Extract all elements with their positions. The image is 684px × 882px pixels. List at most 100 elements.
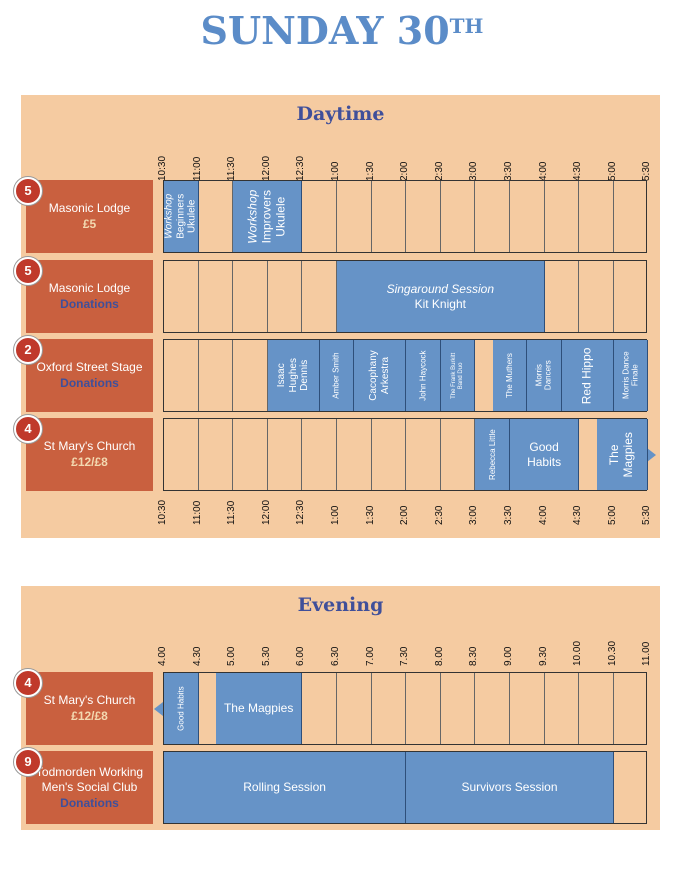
schedule-grid-row: Rebecca Little Good Habits The Magpies — [163, 418, 649, 491]
grid-line — [336, 673, 337, 744]
event-block[interactable]: Workshop Beginners Ukulele — [164, 181, 199, 252]
event-label-line: Morris Dance — [621, 351, 631, 400]
event-label-line: Workshop — [164, 194, 175, 240]
venue-box: St Mary's Church £12/£8 — [26, 672, 153, 745]
event-label: Singaround Session Kit Knight — [387, 282, 494, 311]
daytime-time-label: 5:30 — [641, 505, 653, 525]
evening-time-label: 9.00 — [503, 646, 514, 666]
grid-line — [370, 673, 372, 744]
event-block[interactable]: John Haycock — [406, 340, 441, 411]
grid-line — [197, 261, 199, 332]
event-block[interactable]: Workshop Improvers Ukulele — [233, 181, 303, 252]
event-block[interactable]: The Frank Burkitt Band Duo — [440, 340, 476, 411]
event-label: Morris Dancers — [535, 361, 553, 391]
event-block[interactable]: The Muthers — [492, 340, 528, 411]
daytime-time-axis-bottom: 10:30 11:00 11:30 12:00 12:30 1:00 1:30 2:00 2:3… — [21, 500, 660, 585]
event-label: Red Hippo — [579, 347, 594, 404]
event-label-line: Morris — [534, 364, 544, 387]
venue-number-badge: 4 — [14, 415, 42, 443]
event-label-line: Improvers — [259, 189, 274, 244]
daytime-time-label: 10:30 — [157, 499, 168, 525]
grid-line — [405, 181, 407, 252]
event-label-line: Magpies — [620, 431, 635, 478]
event-label-line: Rolling Session — [243, 780, 326, 795]
event-label: Workshop Improvers Ukulele — [246, 189, 288, 244]
grid-line — [612, 673, 614, 744]
grid-line — [509, 181, 510, 252]
event-label: Rolling Session — [243, 780, 326, 794]
daytime-time-label: 3:30 — [503, 505, 514, 525]
event-block[interactable]: Morris Dance Finale — [613, 340, 649, 411]
event-block[interactable]: The Magpies — [596, 419, 649, 490]
event-label-line: Dennis — [298, 359, 310, 392]
event-block[interactable]: Good Habits — [164, 673, 199, 744]
schedule-grid-row: Workshop Beginners Ukulele Workshop Improver… — [163, 180, 647, 253]
event-block[interactable]: Isaac Hughes Dennis — [267, 340, 320, 411]
event-label: Workshop Beginners Ukulele — [164, 194, 198, 239]
grid-line — [474, 419, 476, 490]
venue-box: Masonic Lodge Donations — [26, 260, 153, 333]
continue-right-arrow — [647, 447, 657, 462]
evening-time-label: 5.00 — [226, 646, 238, 666]
grid-line — [301, 419, 303, 490]
venue-box: Masonic Lodge £5 — [26, 180, 153, 253]
grid-line — [543, 181, 545, 252]
grid-line — [232, 181, 234, 252]
event-label-line: Beginners — [175, 193, 187, 240]
grid-line — [232, 340, 234, 411]
event-block[interactable]: Morris Dancers — [527, 340, 562, 411]
grid-line — [301, 261, 303, 332]
event-label-line: Dancers — [544, 360, 554, 391]
event-label-line: Hughes — [287, 358, 299, 393]
event-label: The Frank Burkitt Band Duo — [451, 352, 465, 398]
daytime-time-label: 12:00 — [260, 499, 272, 525]
grid-line — [197, 340, 199, 411]
grid-line — [405, 419, 407, 490]
event-label-line: The — [607, 444, 622, 465]
venue-box: Todmorden Working Men's Social Club Donati… — [26, 751, 153, 824]
grid-line — [439, 181, 441, 252]
daytime-time-label: 12:30 — [295, 155, 307, 181]
event-block[interactable]: Cacophany Arkestra — [354, 340, 407, 411]
event-label-line: Survivors Session — [461, 780, 558, 795]
venue-name: Todmorden Working Men's Social Club — [36, 765, 143, 795]
event-label: The Muthers — [505, 353, 514, 398]
evening-panel: Evening 4.00 4.30 5.00 5.30 6.00 6.30 7.00 7.30… — [14, 586, 660, 830]
grid-line — [336, 419, 337, 490]
grid-line — [612, 261, 614, 332]
grid-line — [578, 673, 580, 744]
event-label-line: Cacophany — [368, 350, 380, 401]
venue-name: St Mary's Church — [43, 439, 136, 453]
daytime-time-label: 2:30 — [433, 505, 445, 525]
daytime-time-label: 4:00 — [537, 505, 549, 525]
daytime-time-label: 11:00 — [191, 156, 203, 181]
daytime-time-label: 2:00 — [399, 505, 411, 525]
grid-line — [197, 419, 199, 490]
evening-time-label: 7.00 — [364, 646, 376, 666]
continue-left-arrow — [154, 701, 163, 716]
grid-line — [336, 261, 337, 332]
venue-number-badge: 9 — [14, 748, 42, 776]
event-block[interactable]: Rebecca Little — [475, 419, 510, 490]
event-label-line: Kit Knight — [414, 296, 466, 311]
daytime-time-label: 1:30 — [364, 505, 376, 525]
event-label-line: Arkestra — [379, 356, 391, 395]
evening-time-label: 7.30 — [399, 646, 411, 666]
page-title: SUNDAY 30TH — [200, 8, 484, 53]
event-block[interactable]: Good Habits — [510, 419, 580, 490]
venue-price: Donations — [60, 297, 119, 311]
schedule-grid-row: Singaround Session Kit Knight — [163, 260, 647, 333]
event-block[interactable]: Singaround Session Kit Knight — [337, 261, 545, 332]
event-block[interactable]: The Magpies — [215, 673, 303, 744]
event-block[interactable]: Red Hippo — [561, 340, 614, 411]
event-block[interactable]: Survivors Session — [406, 752, 614, 823]
event-label-line: Isaac — [275, 363, 287, 388]
event-label: Rebecca Little — [488, 429, 497, 480]
evening-time-label: 6.00 — [295, 646, 307, 666]
daytime-time-label: 4:30 — [572, 505, 584, 525]
daytime-time-label: 4:30 — [572, 161, 584, 181]
event-block[interactable]: Amber Smith — [319, 340, 355, 411]
venue-name: Oxford Street Stage — [36, 360, 143, 374]
event-label-line: Amber Smith — [331, 352, 341, 399]
event-block[interactable]: Rolling Session — [164, 752, 407, 823]
